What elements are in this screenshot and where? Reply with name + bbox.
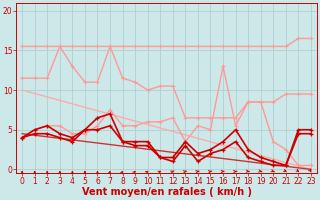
X-axis label: Vent moyen/en rafales ( km/h ): Vent moyen/en rafales ( km/h ) bbox=[82, 187, 252, 197]
